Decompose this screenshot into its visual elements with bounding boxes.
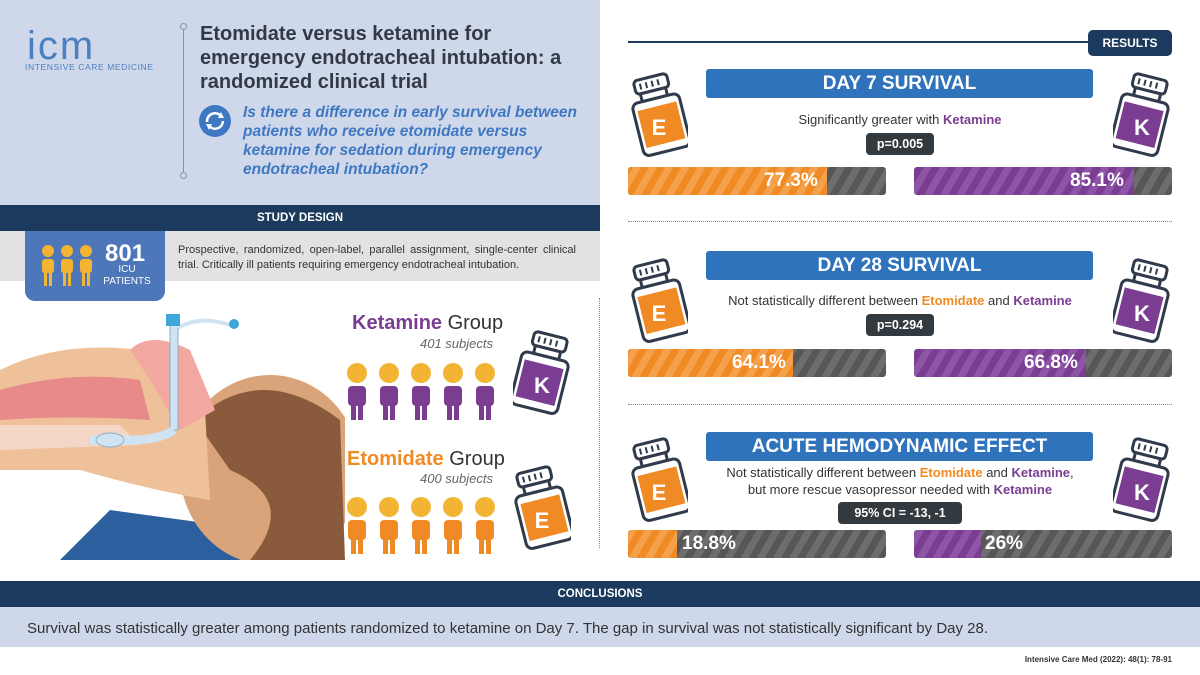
day7-desc-ketamine: Ketamine [942, 112, 1002, 127]
day28-desc-prefix: Not statistically different between [728, 293, 922, 308]
day28-desc-ketamine: Ketamine [1013, 293, 1072, 308]
hemo-etomidate-bar [628, 530, 886, 558]
logo-subtitle: INTENSIVE CARE MEDICINE [25, 62, 154, 72]
hemo-etomidate-value: 18.8% [682, 533, 736, 554]
page-title: Etomidate versus ketamine for emergency … [200, 23, 562, 93]
study-design-heading: STUDY DESIGN [0, 205, 600, 231]
hemo-ketamine-vial-icon: K [1109, 437, 1171, 528]
etomidate-vial-icon: E [513, 465, 575, 556]
hemodynamic-description: Not statistically different between Etom… [700, 464, 1100, 498]
day28-ketamine-bar [914, 349, 1172, 377]
hemo-desc-etomidate: Etomidate [919, 465, 983, 480]
day7-title: DAY 7 SURVIVAL [706, 69, 1093, 98]
patient-count: 801 [105, 240, 146, 267]
ketamine-group-name: Ketamine [352, 312, 443, 334]
day28-desc-etomidate: Etomidate [921, 293, 985, 308]
hemodynamic-ci: 95% CI = -13, -1 [838, 502, 962, 524]
section-separator-1 [628, 221, 1172, 222]
hemo-desc-ketamine2: Ketamine [993, 482, 1053, 497]
vial-letter: K [534, 373, 550, 398]
day7-pvalue: p=0.005 [866, 133, 934, 155]
conclusions-text: Survival was statistically greater among… [27, 620, 989, 637]
day7-ketamine-vial-icon: K [1109, 72, 1171, 163]
day7-etomidate-bar [628, 167, 886, 195]
day28-etomidate-vial-icon: E [630, 258, 692, 349]
day28-pvalue: p=0.294 [866, 314, 934, 336]
day28-etomidate-fill [628, 349, 794, 377]
day7-desc-prefix: Significantly greater with [798, 112, 943, 127]
ketamine-group-word: Group [447, 312, 504, 334]
hemo-ketamine-fill [914, 530, 982, 558]
hemo-desc-ketamine: Ketamine [1011, 465, 1071, 480]
day7-etomidate-vial-icon: E [630, 72, 692, 163]
day7-ketamine-fill [914, 167, 1134, 195]
conclusions-panel [0, 607, 1200, 647]
day28-title: DAY 28 SURVIVAL [706, 251, 1093, 280]
hemo-ketamine-bar [914, 530, 1172, 558]
results-tab: RESULTS [1088, 30, 1172, 56]
day28-etomidate-value: 64.1% [732, 352, 786, 373]
day28-ketamine-value: 66.8% [1024, 352, 1078, 373]
ketamine-group-title: Ketamine Group [352, 312, 503, 335]
day7-ketamine-bar [914, 167, 1172, 195]
section-separator-2 [628, 404, 1172, 405]
day7-ketamine-value: 85.1% [1070, 170, 1124, 191]
etomidate-subjects: 400 subjects [420, 471, 493, 486]
day28-ketamine-fill [914, 349, 1087, 377]
vial-letter: E [652, 115, 667, 140]
citation: Intensive Care Med (2022): 48(1): 78-91 [1024, 655, 1172, 664]
day7-etomidate-fill [628, 167, 828, 195]
research-question: Is there a difference in early survival … [243, 104, 577, 178]
vial-letter: K [1134, 301, 1150, 326]
vial-letter: E [652, 480, 667, 505]
day28-ketamine-vial-icon: K [1109, 258, 1171, 349]
patient-count-label: ICU PATIENTS [103, 264, 151, 287]
etomidate-group-word: Group [449, 448, 505, 470]
vial-letter: K [1134, 480, 1150, 505]
patients-people-icon [42, 245, 92, 286]
hemo-desc-suffix: , [1070, 465, 1074, 480]
study-design-description: Prospective, randomized, open-label, par… [178, 244, 576, 271]
etomidate-group-name: Etomidate [347, 448, 444, 470]
vial-letter: K [1134, 115, 1150, 140]
logo-mark: icm [27, 24, 96, 68]
day7-etomidate-value: 77.3% [764, 170, 818, 191]
day28-etomidate-bar [628, 349, 886, 377]
header-divider [183, 25, 184, 175]
etomidate-people-icon [347, 497, 495, 554]
results-line [628, 41, 1098, 43]
hemo-etomidate-fill [628, 530, 677, 558]
vial-letter: E [652, 301, 667, 326]
day28-desc-mid: and [984, 293, 1014, 308]
ketamine-subjects: 401 subjects [420, 336, 493, 351]
day28-description: Not statistically different between Etom… [700, 292, 1100, 309]
hemo-desc-line2: but more rescue vasopressor needed with [747, 482, 994, 497]
hemo-etomidate-vial-icon: E [630, 437, 692, 528]
vial-letter: E [535, 508, 550, 533]
etomidate-group-title: Etomidate Group [347, 448, 505, 471]
header-panel [0, 0, 600, 205]
hemo-desc-prefix: Not statistically different between [726, 465, 920, 480]
hemodynamic-title: ACUTE HEMODYNAMIC EFFECT [706, 432, 1093, 461]
conclusions-heading: CONCLUSIONS [0, 581, 1200, 607]
dotted-divider [599, 298, 600, 548]
divider-dot-bottom [180, 172, 187, 179]
intubation-illustration [0, 314, 345, 560]
question-cycle-icon [199, 105, 231, 137]
hemo-desc-mid: and [982, 465, 1012, 480]
day7-description: Significantly greater with Ketamine [700, 111, 1100, 128]
ketamine-vial-icon: K [509, 330, 571, 421]
hemo-ketamine-value: 26% [985, 533, 1024, 554]
ketamine-people-icon [347, 363, 495, 420]
divider-dot-top [180, 23, 187, 30]
